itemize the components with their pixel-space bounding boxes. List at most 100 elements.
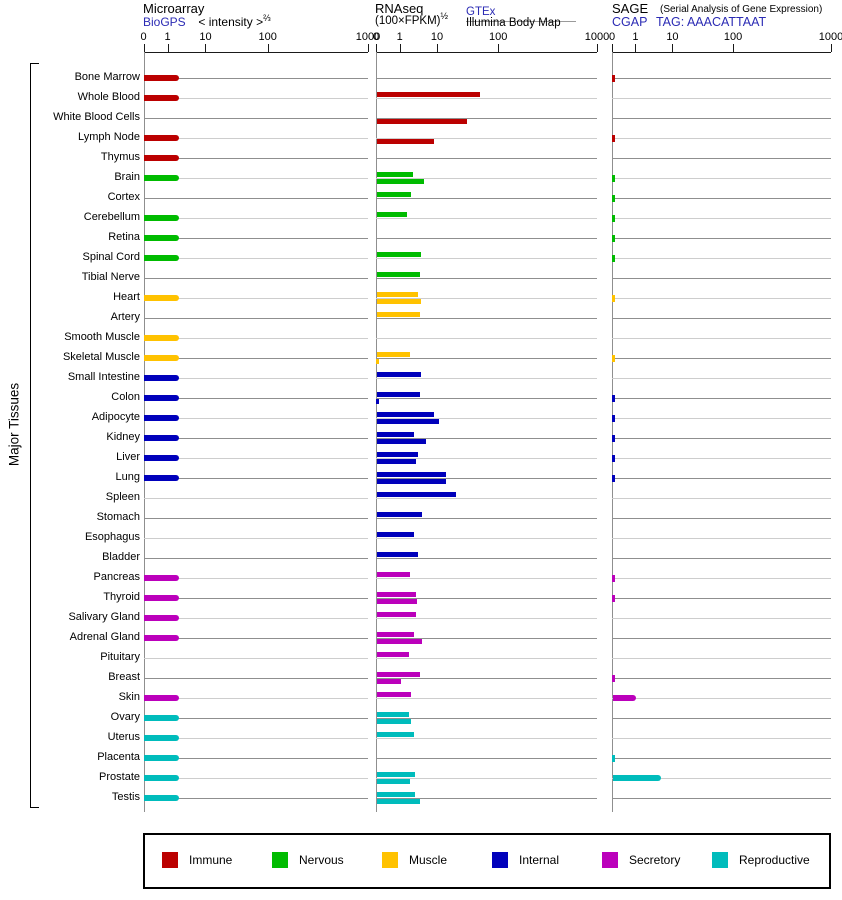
- sage-tick: [612, 394, 615, 402]
- sage-row-line: [612, 118, 831, 119]
- rnaseq-axis-tick: [436, 44, 438, 52]
- microarray-bar: [144, 795, 180, 801]
- microarray-row-line: [143, 178, 368, 179]
- rnaseq-row-line: [376, 238, 597, 239]
- rnaseq-row-line: [376, 498, 597, 499]
- cgap-link[interactable]: CGAP: [612, 15, 648, 29]
- rnaseq-row-line: [376, 458, 597, 459]
- rnaseq-gtex-bar: [376, 432, 415, 437]
- rnaseq-illumina-bar: [376, 139, 434, 144]
- rnaseq-gtex-bar: [376, 452, 418, 457]
- rnaseq-gtex-bar: [376, 492, 456, 497]
- sage-tick: [612, 194, 615, 202]
- sage-row-line: [612, 518, 831, 519]
- rnaseq-gtex-bar: [376, 312, 420, 317]
- microarray-axis-tick: [368, 44, 369, 52]
- rnaseq-gtex-bar: [376, 532, 415, 537]
- tissue-bracket-top-tip: [30, 63, 39, 64]
- rnaseq-row-line: [376, 678, 597, 679]
- microarray-row-line: [143, 738, 368, 739]
- microarray-row-line: [143, 318, 368, 319]
- microarray-row-line: [143, 78, 368, 79]
- microarray-bar: [144, 635, 180, 641]
- microarray-row-line: [143, 598, 368, 599]
- sage-tick: [612, 474, 615, 482]
- sage-tick: [612, 214, 615, 222]
- sage-row-line: [612, 158, 831, 159]
- microarray-row-line: [143, 498, 368, 499]
- tissue-label: Cortex: [107, 191, 140, 203]
- legend-label: Immune: [189, 853, 233, 867]
- microarray-row-line: [143, 698, 368, 699]
- sage-row-line: [612, 238, 831, 239]
- microarray-bar: [144, 395, 180, 401]
- legend-label: Muscle: [409, 853, 448, 867]
- sage-axis-tick-label: 1000: [818, 31, 842, 43]
- tissue-label: Pituitary: [100, 651, 140, 663]
- sage-tick: [612, 254, 615, 262]
- microarray-row-line: [143, 658, 368, 659]
- sage-axis: [612, 52, 831, 53]
- sage-tick: [612, 434, 615, 442]
- sage-row-line: [612, 598, 831, 599]
- tissue-label: Retina: [108, 231, 140, 243]
- rnaseq-gtex-bar: [376, 92, 481, 97]
- microarray-panel-title: Microarray: [143, 1, 205, 16]
- rnaseq-row-line: [376, 418, 597, 419]
- sage-row-line: [612, 198, 831, 199]
- sage-row-line: [612, 738, 831, 739]
- sage-row-line: [612, 798, 831, 799]
- legend-swatch-immune: [162, 852, 178, 868]
- sage-tick: [612, 674, 615, 682]
- rnaseq-gtex-bar: [376, 572, 410, 577]
- rnaseq-gtex-bar: [376, 372, 422, 377]
- microarray-axis-tick: [205, 44, 207, 52]
- tissue-label: Stomach: [96, 511, 140, 523]
- rnaseq-axis-tick-label: 1: [396, 31, 403, 43]
- sage-row-line: [612, 98, 831, 99]
- rnaseq-axis-tick-label: 10: [430, 31, 444, 43]
- tissue-label: Spleen: [105, 491, 140, 503]
- sage-row-line: [612, 618, 831, 619]
- tissue-label: Brain: [114, 171, 140, 183]
- microarray-bar: [144, 615, 180, 621]
- rnaseq-gtex-bar: [376, 612, 417, 617]
- biogps-link[interactable]: BioGPS: [143, 15, 186, 29]
- tissue-label: Uterus: [107, 731, 140, 743]
- tissue-label: Thymus: [100, 151, 140, 163]
- microarray-row-line: [143, 758, 368, 759]
- sage-row-line: [612, 358, 831, 359]
- microarray-row-line: [143, 398, 368, 399]
- rnaseq-row-line: [376, 658, 597, 659]
- microarray-row-line: [143, 118, 368, 119]
- rnaseq-row-line: [376, 78, 597, 79]
- sage-row-line: [612, 638, 831, 639]
- tissue-label: Kidney: [106, 431, 140, 443]
- rnaseq-gtex-bar: [376, 412, 435, 417]
- microarray-row-line: [143, 198, 368, 199]
- gtex-link[interactable]: GTEx: [466, 6, 496, 18]
- rnaseq-illumina-bar: [376, 639, 423, 644]
- rnaseq-gtex-bar: [376, 192, 411, 197]
- rnaseq-gtex-bar: [376, 512, 422, 517]
- tissue-label: Liver: [116, 451, 140, 463]
- sage-row-line: [612, 778, 831, 779]
- rnaseq-gtex-bar: [376, 472, 447, 477]
- rnaseq-row-line: [376, 278, 597, 279]
- rnaseq-illumina-bar: [376, 799, 420, 804]
- microarray-row-line: [143, 438, 368, 439]
- tissue-label: Pancreas: [93, 571, 140, 583]
- rnaseq-axis-tick: [498, 44, 500, 52]
- microarray-bar: [144, 75, 180, 81]
- rnaseq-illumina-bar: [376, 299, 422, 304]
- sage-row-line: [612, 758, 831, 759]
- microarray-row-line: [143, 638, 368, 639]
- microarray-axis-tick: [143, 44, 145, 52]
- rnaseq-axis-tick-label: 100: [489, 31, 508, 43]
- sage-axis-tick-label: 100: [723, 31, 743, 43]
- legend-swatch-muscle: [382, 852, 398, 868]
- rnaseq-row-line: [376, 318, 597, 319]
- microarray-row-line: [143, 618, 368, 619]
- tissue-label: Placenta: [97, 751, 140, 763]
- tissue-label: Bladder: [102, 551, 140, 563]
